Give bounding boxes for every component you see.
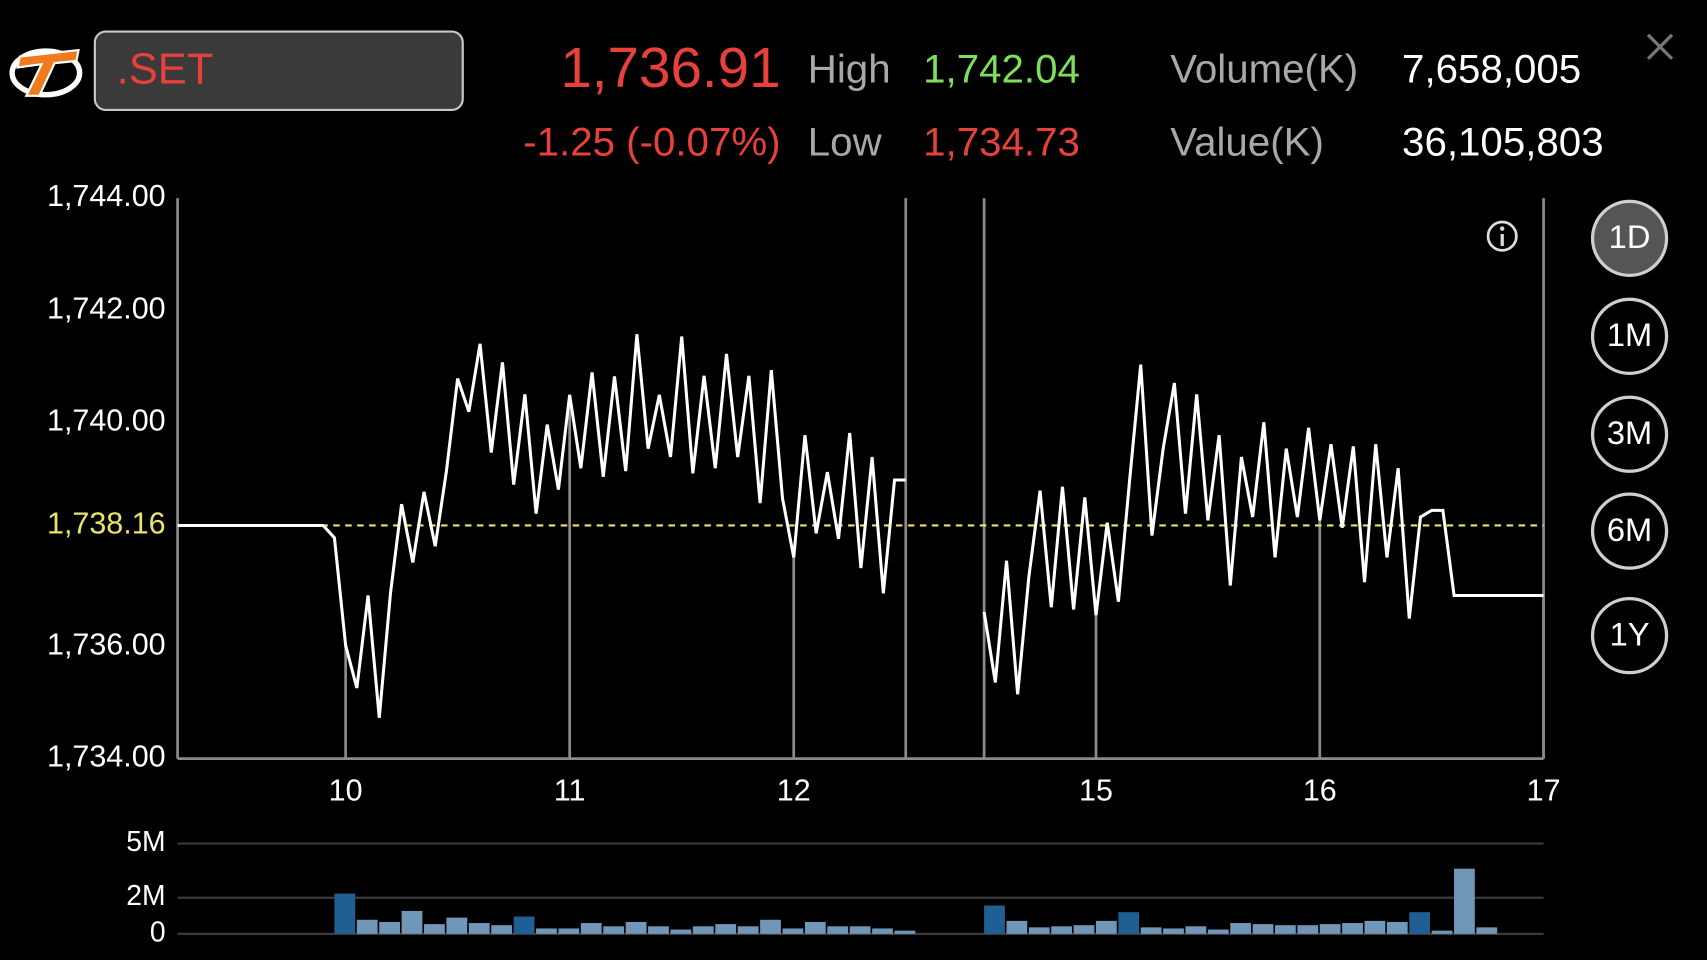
period-button[interactable]: 1M bbox=[1590, 297, 1669, 375]
volume-bar bbox=[401, 910, 423, 934]
volume-bar bbox=[1207, 929, 1229, 934]
volume-bar bbox=[1409, 912, 1431, 934]
volume-bar bbox=[1096, 920, 1117, 934]
y-tick-label: 1,736.00 bbox=[47, 628, 166, 662]
volume-bar bbox=[1252, 924, 1274, 934]
volume-bar bbox=[1140, 927, 1162, 934]
volume-bar bbox=[1230, 923, 1252, 934]
app-logo bbox=[9, 48, 83, 98]
volume-tick-label: 0 bbox=[150, 915, 166, 947]
volume-bar bbox=[827, 926, 849, 934]
y-tick-label: 1,740.00 bbox=[47, 403, 166, 437]
volume-bar bbox=[715, 924, 737, 934]
period-button-circle bbox=[1590, 199, 1669, 278]
x-tick-label: 16 bbox=[1303, 773, 1337, 807]
y-tick-label: 1,742.00 bbox=[47, 291, 166, 325]
volume-bar bbox=[670, 929, 692, 934]
volume-bar bbox=[894, 930, 916, 934]
volume-bar bbox=[1386, 921, 1408, 934]
high-value: 1,742.04 bbox=[923, 46, 1080, 91]
volume-bar bbox=[1454, 868, 1475, 934]
period-button-circle bbox=[1590, 492, 1669, 570]
last-price: 1,736.91 bbox=[560, 36, 780, 99]
y-tick-label: 1,744.00 bbox=[47, 179, 166, 213]
volume-bar bbox=[872, 928, 893, 934]
volume-bar bbox=[737, 926, 759, 934]
volume-bar bbox=[491, 925, 513, 934]
volume-bar bbox=[468, 923, 490, 934]
price-line bbox=[177, 334, 906, 718]
value-value: 36,105,803 bbox=[1402, 119, 1604, 164]
x-tick-label: 12 bbox=[777, 773, 811, 807]
close-button[interactable] bbox=[1646, 33, 1674, 60]
volume-bar bbox=[446, 917, 468, 934]
volume-bar bbox=[782, 928, 804, 934]
period-button-label: 1Y bbox=[1610, 615, 1650, 652]
volume-bar bbox=[984, 905, 1005, 934]
period-button[interactable]: 1Y bbox=[1590, 597, 1669, 675]
volume-bar bbox=[625, 921, 647, 934]
volume-bar bbox=[1073, 925, 1095, 934]
reference-label: 1,738.16 bbox=[47, 506, 166, 540]
volume-tick-label: 2M bbox=[126, 879, 165, 911]
volume-bar bbox=[379, 921, 400, 934]
volume-bar bbox=[356, 919, 378, 934]
period-button[interactable]: 3M bbox=[1590, 395, 1669, 473]
volume-bar bbox=[1028, 927, 1050, 934]
volume-bar bbox=[1185, 926, 1207, 934]
y-tick-label: 1,734.00 bbox=[47, 740, 166, 774]
period-button-circle bbox=[1590, 297, 1669, 375]
value-label: Value(K) bbox=[1170, 119, 1324, 164]
x-tick-label: 10 bbox=[329, 773, 363, 807]
volume-bar bbox=[334, 893, 356, 934]
volume-bar bbox=[536, 928, 557, 934]
period-button-label: 6M bbox=[1607, 511, 1652, 548]
low-value: 1,734.73 bbox=[923, 119, 1080, 164]
volume-bar bbox=[648, 926, 669, 934]
volume-bar bbox=[1118, 912, 1140, 934]
period-button[interactable]: 6M bbox=[1590, 492, 1669, 570]
volume-bar bbox=[580, 923, 602, 934]
low-label: Low bbox=[808, 119, 883, 164]
high-label: High bbox=[808, 46, 891, 91]
x-tick-label: 15 bbox=[1079, 773, 1113, 807]
volume-bar bbox=[424, 924, 445, 934]
period-button-label: 3M bbox=[1607, 414, 1652, 451]
volume-bar bbox=[1275, 925, 1296, 934]
period-button[interactable]: 1D bbox=[1590, 199, 1669, 278]
volume-bar bbox=[1051, 926, 1072, 934]
period-button-circle bbox=[1590, 597, 1669, 675]
volume-bar bbox=[1342, 923, 1363, 934]
volume-bar bbox=[1476, 927, 1498, 934]
volume-bar bbox=[1319, 924, 1341, 934]
volume-bar bbox=[1431, 930, 1453, 934]
volume-bar bbox=[804, 921, 826, 934]
period-button-label: 1M bbox=[1607, 316, 1652, 353]
volume-bar bbox=[692, 926, 714, 934]
period-button-label: 1D bbox=[1609, 218, 1651, 255]
volume-value: 7,658,005 bbox=[1402, 46, 1581, 91]
volume-bar bbox=[1163, 928, 1184, 934]
symbol-text: .SET bbox=[117, 45, 214, 93]
info-icon[interactable] bbox=[1486, 220, 1518, 252]
volume-bar bbox=[1006, 920, 1028, 934]
period-button-circle bbox=[1590, 395, 1669, 473]
price-change: -1.25 (-0.07%) bbox=[523, 119, 780, 164]
x-tick-label: 11 bbox=[554, 773, 586, 807]
volume-bar bbox=[558, 928, 580, 934]
x-tick-label: 17 bbox=[1527, 773, 1561, 807]
volume-bar bbox=[760, 919, 781, 934]
volume-bar bbox=[1297, 925, 1319, 934]
volume-bar bbox=[1364, 920, 1386, 934]
symbol-input[interactable] bbox=[93, 30, 464, 112]
volume-bar bbox=[513, 916, 535, 934]
price-line bbox=[982, 364, 1544, 695]
volume-label: Volume(K) bbox=[1170, 46, 1358, 91]
volume-bar bbox=[603, 926, 625, 934]
volume-bar bbox=[849, 926, 871, 934]
volume-tick-label: 5M bbox=[126, 825, 165, 857]
